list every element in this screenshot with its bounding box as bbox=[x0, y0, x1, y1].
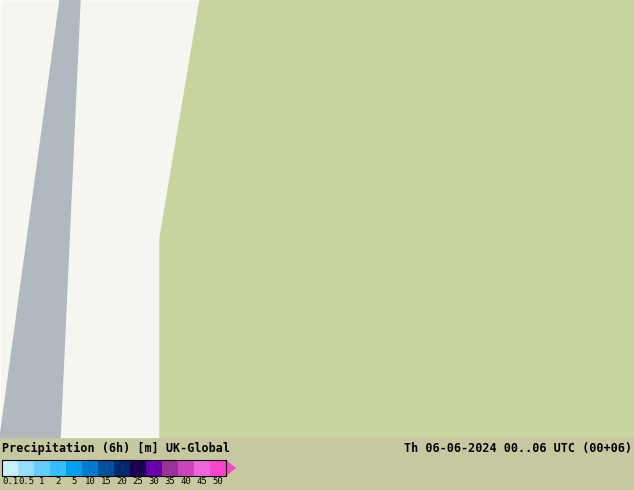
Polygon shape bbox=[0, 0, 250, 438]
Text: 2: 2 bbox=[55, 477, 61, 486]
Bar bbox=[162, 460, 178, 476]
Bar bbox=[50, 460, 66, 476]
Text: 45: 45 bbox=[197, 477, 207, 486]
Text: 40: 40 bbox=[181, 477, 191, 486]
Text: 5: 5 bbox=[71, 477, 77, 486]
Text: 30: 30 bbox=[148, 477, 159, 486]
Text: 15: 15 bbox=[101, 477, 112, 486]
Bar bbox=[18, 460, 34, 476]
Bar bbox=[82, 460, 98, 476]
Bar bbox=[146, 460, 162, 476]
Text: 10: 10 bbox=[84, 477, 95, 486]
Text: Precipitation (6h) [m] UK-Global: Precipitation (6h) [m] UK-Global bbox=[2, 442, 230, 455]
Bar bbox=[194, 460, 210, 476]
Bar bbox=[98, 460, 114, 476]
Bar bbox=[2, 460, 18, 476]
Text: Th 06-06-2024 00..06 UTC (00+06): Th 06-06-2024 00..06 UTC (00+06) bbox=[404, 442, 632, 455]
Text: 1: 1 bbox=[39, 477, 44, 486]
Bar bbox=[210, 460, 226, 476]
Text: 25: 25 bbox=[133, 477, 143, 486]
Text: 0.1: 0.1 bbox=[2, 477, 18, 486]
Text: 35: 35 bbox=[165, 477, 176, 486]
Polygon shape bbox=[0, 0, 80, 438]
Text: 0.5: 0.5 bbox=[18, 477, 34, 486]
Bar bbox=[34, 460, 50, 476]
Text: 50: 50 bbox=[212, 477, 223, 486]
Bar bbox=[2, 460, 226, 476]
Bar bbox=[178, 460, 194, 476]
Bar bbox=[130, 460, 146, 476]
FancyArrow shape bbox=[226, 460, 236, 476]
Polygon shape bbox=[160, 0, 634, 438]
Bar bbox=[114, 460, 130, 476]
Text: 20: 20 bbox=[117, 477, 127, 486]
Bar bbox=[66, 460, 82, 476]
